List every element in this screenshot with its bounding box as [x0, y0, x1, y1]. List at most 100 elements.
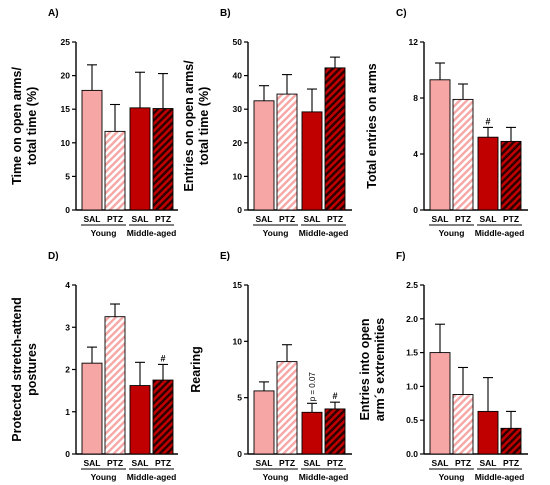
group-label: Young [263, 472, 289, 482]
category-label: SAL [480, 458, 497, 468]
significance-mark: # [332, 391, 337, 401]
bar-ptz-middle-aged [324, 67, 346, 211]
panel-letter: A) [48, 8, 59, 19]
category-label: SAL [84, 458, 101, 468]
y-tick-label: 1.0 [406, 381, 418, 391]
category-label: PTZ [107, 214, 123, 224]
category-label: PTZ [155, 458, 171, 468]
panel-letter: D) [48, 251, 59, 262]
bar-ptz-young [104, 316, 126, 455]
significance-mark: # [160, 353, 165, 363]
bar-ptz-middle-aged [500, 427, 522, 455]
bar-ptz-young [452, 394, 474, 455]
bar-sal-young [253, 100, 275, 211]
p-value-annotation: p = 0.07 [308, 372, 317, 402]
y-tick-label: 15 [61, 104, 71, 114]
group-label: Young [439, 228, 465, 238]
y-axis-label: Protected stretch-attendpostures [10, 297, 39, 441]
y-tick-label: 0 [237, 449, 242, 459]
y-tick-label: 2.5 [406, 280, 418, 290]
y-tick-label: 1.5 [406, 348, 418, 358]
y-tick-label: 2 [65, 365, 70, 375]
group-label: Middle-aged [127, 228, 177, 238]
bar-sal-middle-aged [129, 107, 151, 211]
y-axis-label: Time on open arms/total time (%) [10, 67, 39, 185]
category-label: SAL [256, 458, 273, 468]
y-tick-label: 4 [65, 280, 70, 290]
category-label: SAL [84, 214, 101, 224]
bar-ptz-middle-aged [500, 140, 522, 211]
y-tick-label: 5 [237, 393, 242, 403]
bar-sal-middle-aged [301, 411, 323, 455]
y-tick-label: 25 [61, 37, 71, 47]
y-tick-label: 0 [65, 449, 70, 459]
category-label: SAL [256, 214, 273, 224]
bar-ptz-middle-aged [152, 108, 174, 211]
y-tick-label: 5 [65, 171, 70, 181]
bar-sal-young [81, 89, 103, 211]
group-label: Middle-aged [299, 228, 349, 238]
y-tick-label: 0.5 [406, 415, 418, 425]
category-label: SAL [432, 214, 449, 224]
bar-ptz-young [276, 361, 298, 455]
category-label: PTZ [279, 214, 295, 224]
bar-sal-middle-aged [477, 136, 499, 211]
y-tick-label: 3 [65, 322, 70, 332]
y-tick-label: 50 [233, 37, 243, 47]
group-label: Young [91, 472, 117, 482]
y-axis-label: Total entries on arms [365, 63, 379, 189]
y-tick-label: 30 [233, 104, 243, 114]
panel-letter: E) [220, 251, 230, 262]
panel-c: C) Total entries on arms 0 4 8 12 SAL PTZ SAL # PT… [365, 8, 528, 238]
bar-ptz-young [452, 98, 474, 211]
bar-ptz-young [104, 130, 126, 211]
category-label: SAL [480, 214, 497, 224]
y-axis-label: Entries on open arms/total time (%) [182, 60, 211, 192]
y-tick-label: 4 [413, 149, 418, 159]
bar-sal-young [253, 390, 275, 455]
group-label: Young [263, 228, 289, 238]
bar-ptz-middle-aged [324, 408, 346, 455]
category-label: SAL [304, 214, 321, 224]
significance-mark: # [485, 116, 490, 126]
panel-letter: F) [396, 251, 405, 262]
bar-sal-middle-aged [477, 410, 499, 455]
panel-d: D) Protected stretch-attendpostures 0 1 2 3 4 S… [10, 251, 178, 482]
y-axis-label: Entries into openarm´s extremities [358, 318, 387, 422]
category-label: PTZ [503, 214, 519, 224]
group-label: Middle-aged [299, 472, 349, 482]
category-label: SAL [132, 214, 149, 224]
category-label: PTZ [279, 458, 295, 468]
y-tick-label: 0 [413, 205, 418, 215]
group-label: Young [439, 472, 465, 482]
y-tick-label: 20 [61, 71, 71, 81]
category-label: PTZ [155, 214, 171, 224]
category-label: PTZ [327, 214, 343, 224]
group-label: Young [91, 228, 117, 238]
y-tick-label: 10 [233, 171, 243, 181]
bar-ptz-middle-aged [152, 379, 174, 455]
y-axis-label: Rearing [189, 346, 203, 393]
bar-sal-middle-aged [129, 385, 151, 455]
y-tick-label: 0 [237, 205, 242, 215]
category-label: PTZ [455, 458, 471, 468]
bar-ptz-young [276, 93, 298, 211]
y-tick-label: 40 [233, 71, 243, 81]
y-tick-label: 8 [413, 93, 418, 103]
panel-e: E) Rearing 0 5 10 15 SAL PTZ SAL p = 0.07 PTZ # Youn… [189, 251, 352, 482]
category-label: SAL [432, 458, 449, 468]
category-label: PTZ [107, 458, 123, 468]
y-tick-label: 0 [65, 205, 70, 215]
panel-f: F) Entries into openarm´s extremities 0.0 0… [358, 251, 528, 482]
panel-b: B) Entries on open arms/total time (%) 0 10… [182, 8, 352, 238]
y-tick-label: 15 [233, 280, 243, 290]
y-tick-label: 2.0 [406, 314, 418, 324]
category-label: PTZ [327, 458, 343, 468]
panel-a: A) Time on open arms/total time (%) 0 5 10 15… [10, 8, 178, 238]
y-tick-label: 10 [233, 336, 243, 346]
category-label: PTZ [455, 214, 471, 224]
group-label: Middle-aged [475, 472, 525, 482]
category-label: PTZ [503, 458, 519, 468]
category-label: SAL [304, 458, 321, 468]
bar-sal-young [81, 362, 103, 455]
